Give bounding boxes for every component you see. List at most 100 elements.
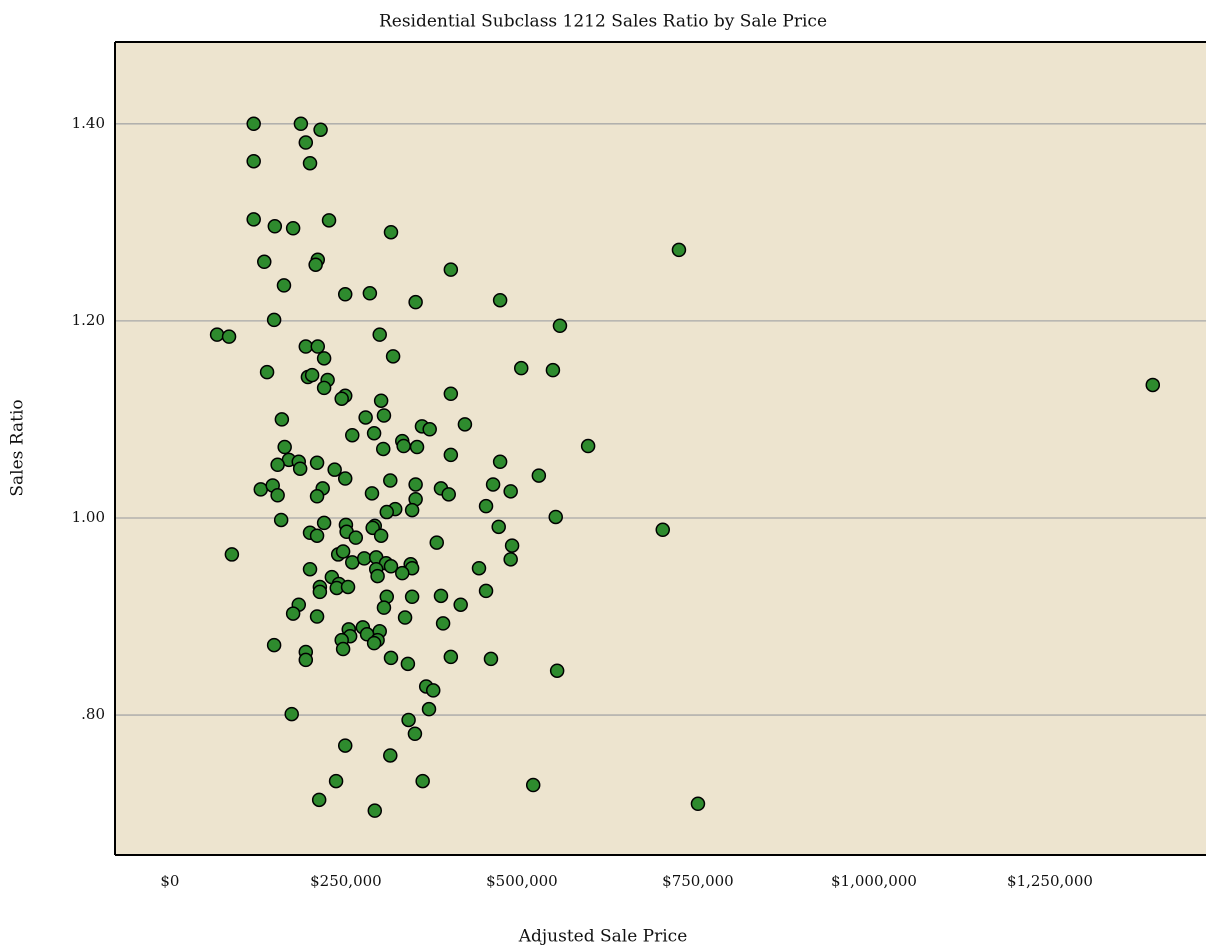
point [397,610,413,625]
point [383,650,399,666]
point [316,515,332,531]
point [316,380,332,396]
point [298,652,314,668]
point [407,726,423,742]
point [257,254,272,270]
point [415,773,430,789]
point [313,122,328,137]
x-tick-label: $1,000,000 [831,872,917,890]
point [335,641,351,657]
point [376,408,392,423]
point [266,312,282,328]
point [298,135,314,150]
point [504,538,520,553]
point [483,651,499,667]
point [453,597,468,612]
point [408,294,423,310]
point [340,579,356,595]
point [362,286,378,301]
point [421,701,437,717]
points [209,116,1161,818]
y-tick-label: 1.20 [72,311,105,329]
point [274,412,290,427]
point [503,484,518,499]
point [335,544,351,559]
point [548,509,563,525]
point [259,364,275,380]
point [671,242,687,258]
point [690,796,706,812]
point [441,487,456,502]
point [364,486,380,501]
point [433,588,449,604]
plot-area [115,42,1206,855]
point [221,329,237,344]
point [401,712,416,728]
point [293,116,309,132]
point [246,153,261,169]
point [383,748,398,763]
point [379,504,395,520]
point [471,560,487,576]
point [373,528,389,543]
point [310,339,326,354]
point [345,427,360,443]
y-axis-label: Sales Ratio [8,399,28,496]
point [373,393,389,408]
point [292,461,308,476]
point [309,528,325,543]
point [400,656,416,672]
point [409,439,425,455]
point [478,583,494,599]
point [321,213,337,228]
point [580,438,596,454]
y-tick-label: .80 [81,705,105,723]
point [549,663,565,678]
point [308,257,323,272]
point [345,555,360,570]
point [356,551,372,566]
point [525,777,541,793]
point [385,349,401,364]
point [304,367,320,383]
x-tick-label: $750,000 [662,872,734,890]
point [443,262,459,277]
point [435,616,451,631]
point [404,589,420,605]
point [429,535,445,550]
point [491,519,506,535]
point [492,454,508,470]
point [267,219,283,234]
point [328,773,344,789]
point [348,530,364,545]
point [273,512,289,528]
point [298,339,314,354]
point [285,221,301,236]
point [372,327,387,342]
point [312,584,328,600]
point [302,561,318,577]
point [309,609,325,624]
point [485,477,501,492]
point [270,457,285,473]
point [457,417,473,432]
point [337,287,353,302]
point [422,422,437,437]
y-tick-label: 1.40 [72,114,105,132]
point [383,559,399,574]
point [253,482,268,497]
point [277,439,292,455]
x-tick-label: $250,000 [310,872,382,890]
point [443,649,459,665]
x-tick-label: $0 [160,872,179,890]
point [395,565,410,581]
point [284,706,299,722]
point [370,568,385,584]
point [337,471,353,486]
point [513,360,529,376]
point [443,447,459,463]
point [266,637,282,653]
point [302,155,318,171]
point [327,462,342,477]
point [337,738,353,753]
